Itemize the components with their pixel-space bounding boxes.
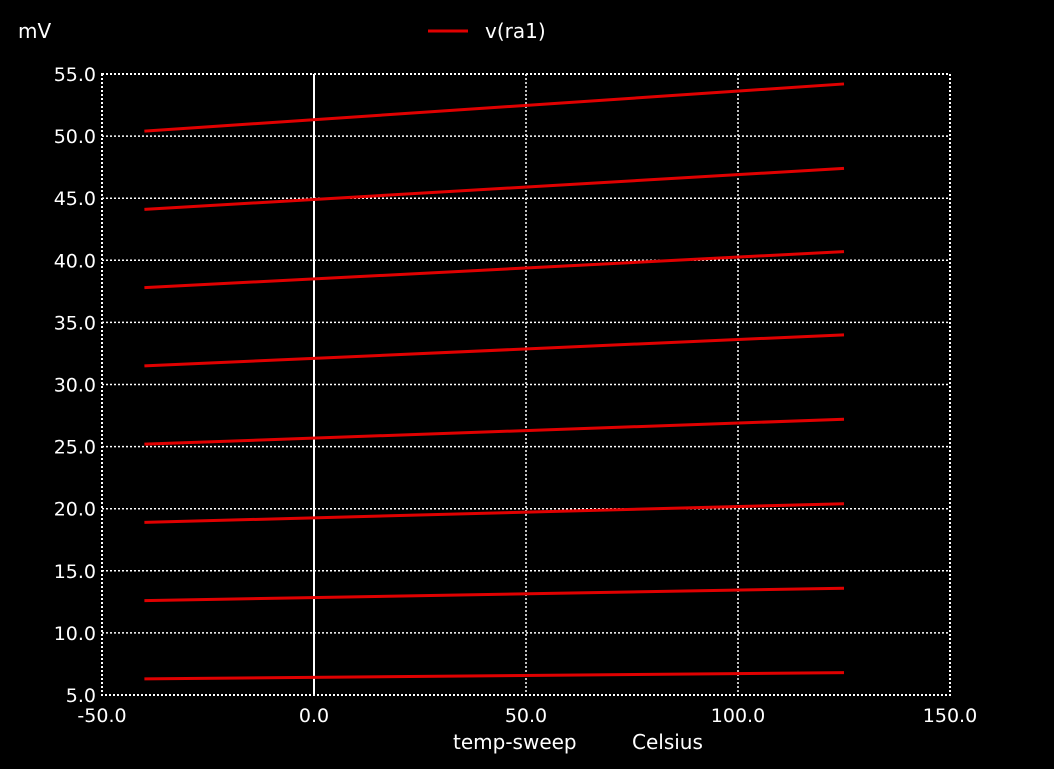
y-tick-label: 40.0: [54, 250, 96, 272]
x-axis-unit: Celsius: [632, 730, 703, 754]
series-line: [144, 166, 845, 211]
y-tick-label: 5.0: [66, 685, 96, 707]
y-tick-label: 10.0: [54, 623, 96, 645]
y-tick-label: 15.0: [54, 561, 96, 583]
legend-label: v(ra1): [485, 19, 546, 43]
y-tick-label: 50.0: [54, 126, 96, 148]
series-group: [144, 82, 845, 681]
series-line: [144, 333, 845, 368]
x-axis-label: temp-sweep: [453, 730, 577, 754]
series-line: [144, 502, 845, 524]
x-tick-label: 150.0: [923, 705, 977, 727]
series-line: [144, 671, 845, 681]
series-line: [144, 586, 845, 603]
series-line: [144, 250, 845, 290]
series-line: [144, 82, 845, 133]
y-tick-label: 30.0: [54, 375, 96, 397]
y-tick-label: 35.0: [54, 312, 96, 334]
x-axis-ticks: -50.0 0.0 50.0 100.0 150.0: [77, 705, 977, 727]
y-tick-label: 45.0: [54, 188, 96, 210]
y-tick-label: 55.0: [54, 64, 96, 86]
x-tick-label: 50.0: [505, 705, 547, 727]
x-tick-label: -50.0: [77, 705, 126, 727]
y-tick-label: 20.0: [54, 499, 96, 521]
x-tick-label: 0.0: [299, 705, 329, 727]
x-tick-label: 100.0: [711, 705, 765, 727]
plot-frame: [101, 73, 951, 696]
series-line: [144, 417, 845, 446]
y-tick-label: 25.0: [54, 437, 96, 459]
y-axis-unit: mV: [18, 19, 51, 43]
y-axis-ticks: 5.0 10.0 15.0 20.0 25.0 30.0 35.0 40.0 45.0 50.0 5…: [54, 64, 96, 707]
